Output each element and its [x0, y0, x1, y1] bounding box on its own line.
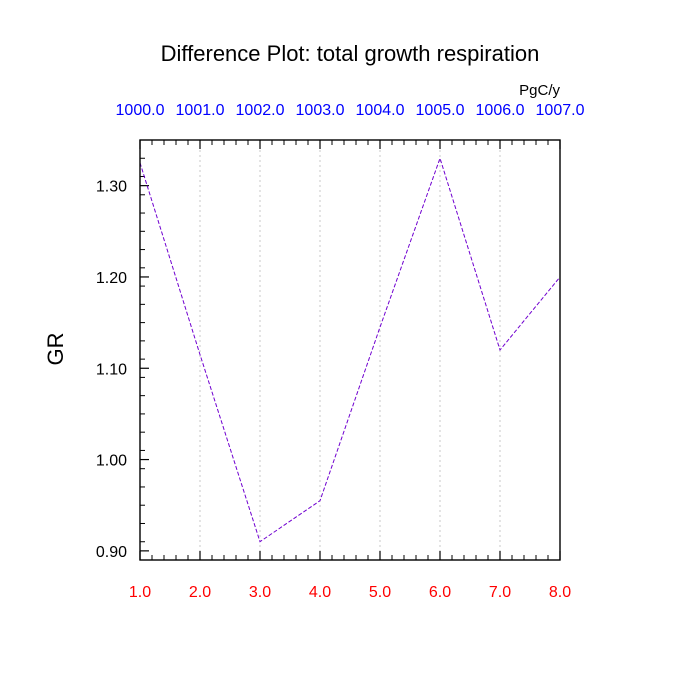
units-label: PgC/y: [519, 82, 560, 99]
x-tick-label: 4.0: [309, 584, 331, 601]
x-top-tick-label: 1005.0: [416, 102, 465, 119]
chart-title: Difference Plot: total growth respiratio…: [161, 41, 540, 66]
x-tick-label: 8.0: [549, 584, 571, 601]
y-tick-label: 0.90: [96, 544, 127, 561]
x-tick-label: 5.0: [369, 584, 391, 601]
x-top-tick-label: 1000.0: [116, 102, 165, 119]
tick-labels: 1.0 1000.0 2.0 1001.0 3.0 1002.0 4.0 1003.0 5.0 1…: [96, 102, 585, 601]
series-line: [139, 156, 561, 543]
y-tick-label: 1.30: [96, 179, 127, 196]
grid: [199, 140, 501, 560]
y-tick-label: 1.10: [96, 361, 127, 378]
x-tick-label: 3.0: [249, 584, 271, 601]
series: [139, 156, 561, 543]
ticks: [139, 139, 561, 561]
x-top-tick-label: 1002.0: [236, 102, 285, 119]
x-top-tick-label: 1001.0: [176, 102, 225, 119]
y-axis-label: GR: [43, 333, 68, 366]
x-tick-label: 7.0: [489, 584, 511, 601]
y-tick-label: 1.20: [96, 270, 127, 287]
x-top-tick-label: 1006.0: [476, 102, 525, 119]
x-top-tick-label: 1007.0: [536, 102, 585, 119]
x-tick-label: 6.0: [429, 584, 451, 601]
x-top-tick-label: 1003.0: [296, 102, 345, 119]
x-tick-label: 1.0: [129, 584, 151, 601]
x-tick-label: 2.0: [189, 584, 211, 601]
x-top-tick-label: 1004.0: [356, 102, 405, 119]
plot-frame: [139, 139, 561, 561]
y-tick-label: 1.00: [96, 453, 127, 470]
